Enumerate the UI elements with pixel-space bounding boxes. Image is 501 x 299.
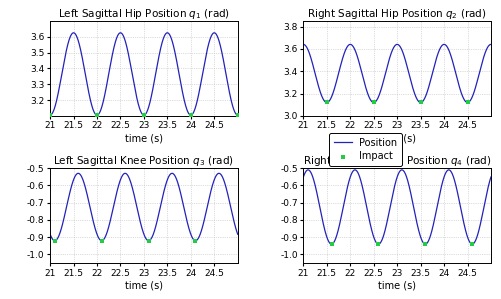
X-axis label: time (s): time (s): [378, 280, 416, 290]
Point: [463, 100, 471, 105]
Point: [191, 238, 199, 243]
Title: Right Sagittal Hip Position $q_2$ (rad): Right Sagittal Hip Position $q_2$ (rad): [308, 7, 487, 21]
Point: [145, 238, 153, 243]
Point: [370, 100, 378, 105]
X-axis label: time (s): time (s): [378, 133, 416, 143]
Legend: Position, Impact: Position, Impact: [329, 133, 402, 166]
Point: [417, 100, 425, 105]
Title: Left Sagittal Knee Position $q_3$ (rad): Left Sagittal Knee Position $q_3$ (rad): [54, 154, 234, 168]
Point: [46, 113, 54, 118]
Point: [374, 242, 382, 246]
X-axis label: time (s): time (s): [125, 280, 163, 290]
Point: [140, 113, 148, 118]
Point: [421, 242, 429, 246]
Point: [98, 238, 106, 243]
Point: [93, 113, 101, 118]
Point: [233, 113, 241, 118]
Point: [328, 242, 336, 246]
Point: [187, 113, 195, 118]
Title: Right Sagittal Knee Position $q_4$ (rad): Right Sagittal Knee Position $q_4$ (rad): [303, 154, 491, 168]
Title: Left Sagittal Hip Position $q_1$ (rad): Left Sagittal Hip Position $q_1$ (rad): [58, 7, 230, 21]
X-axis label: time (s): time (s): [125, 133, 163, 143]
Point: [468, 242, 476, 246]
Point: [51, 238, 59, 243]
Point: [323, 100, 331, 105]
